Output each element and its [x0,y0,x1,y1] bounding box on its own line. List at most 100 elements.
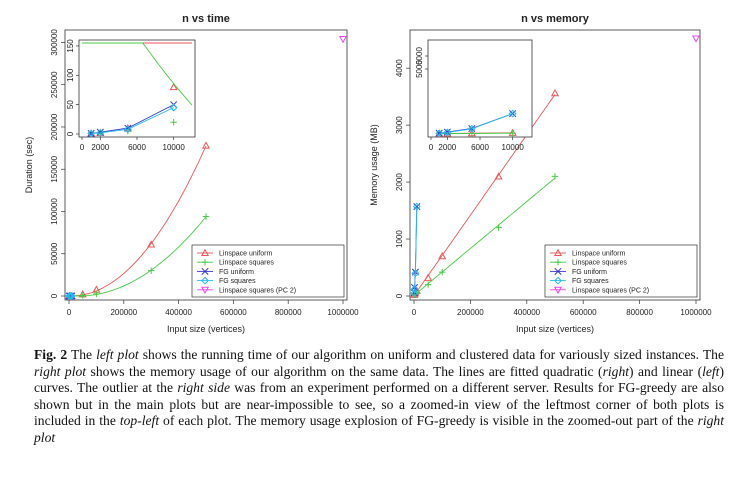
data-point [410,285,419,294]
data-point [413,203,421,211]
inset-y-tick-label: 0 [66,131,75,136]
caption-segment: was from an experiment performed on a di… [34,380,725,428]
caption-segment: shows the memory usage of our algorithm … [86,363,603,379]
data-point [147,240,156,248]
legend-box [544,244,698,298]
inset-data-point [508,109,517,118]
legend-marker [201,276,209,285]
legend-label: FG uniform [572,269,607,276]
legend-label: Linspace squares (PC 2) [219,287,296,294]
legend-box [191,244,345,298]
inset-y-tick-label: 5000 [415,60,424,78]
inset-data-point [169,82,178,91]
data-point [550,89,560,97]
inset-data-point [467,124,476,133]
y-tick-label: 150000 [50,155,59,182]
legend-label: FG squares [219,278,256,285]
inset-x-tick-label: 0 [429,143,434,152]
inset-frame [427,39,533,138]
y-axis-label: Duration (sec) [24,137,34,194]
y-tick-label: 0 [395,293,404,298]
data-point [66,292,75,300]
data-point [424,273,433,281]
legend-label: Linspace uniform [572,251,625,258]
inset-data-point [435,129,444,138]
inset-data-point [87,129,95,137]
legend-label: Linspace squares [572,260,627,267]
inset-data-point [96,128,105,137]
caption-segment: right side [177,380,230,395]
legend-marker [200,286,210,295]
x-tick-label: 0 [67,308,72,317]
inset-y-tick-label: 150 [66,39,75,53]
x-tick-label: 800000 [626,308,653,317]
data-point [691,35,701,43]
y-axis-label: Memory usage (MB) [369,124,379,206]
data-point [551,173,559,180]
series-line [69,145,207,297]
data-point [338,36,348,44]
plot-frame [64,29,348,301]
data-point [67,292,76,300]
inset-data-point [435,129,443,137]
caption-segment: left plot [96,347,139,362]
chart-title: n vs time [182,13,230,25]
inset-data-point [87,129,96,138]
legend-label: Linspace squares [219,260,274,267]
x-tick-label: 200000 [110,308,137,317]
caption-text: The left plot shows the running time of … [34,347,724,445]
inset-series-line [439,113,513,134]
x-axis-label: Input size (vertices) [516,324,594,334]
caption-segment: The [70,347,97,362]
x-tick-label: 600000 [220,308,247,317]
data-point [438,251,447,260]
data-point [412,202,421,211]
legend-label: Linspace uniform [219,251,272,258]
series-line [69,216,207,297]
plot-frame [409,29,701,301]
legend-label: FG uniform [219,269,254,276]
data-point [424,281,432,288]
x-axis-label: Input size (vertices) [167,324,245,334]
y-tick-label: 250000 [50,71,59,98]
caption-segment: top-left [119,413,160,428]
inset-series-line [91,107,174,134]
caption-segment: shows the running time of our algorithm … [138,347,724,362]
y-tick-label: 300000 [50,29,59,56]
y-tick-label: 200000 [50,113,59,140]
data-point [93,290,100,298]
inset-x-tick-label: 2000 [91,143,109,152]
data-point [79,292,86,299]
caption-segment: ) curves. The outlier at the [34,363,724,396]
data-point [495,224,502,231]
inset-x-tick-label: 10000 [163,143,186,152]
legend-marker [553,248,563,257]
inset-frame [78,39,196,138]
data-point [201,141,211,149]
y-tick-label: 4000 [395,59,404,77]
legend-marker [553,286,563,295]
x-tick-label: 400000 [165,308,192,317]
y-tick-label: 50000 [50,242,59,265]
y-tick-label: 1000 [395,230,404,248]
inset-data-point [509,130,516,137]
inset-data-point [169,103,178,112]
x-tick-label: 600000 [570,308,597,317]
y-tick-label: 0 [50,293,59,298]
y-tick-label: 3000 [395,116,404,134]
inset-x-tick-label: 2000 [438,143,456,152]
series-line [413,206,418,294]
inset-plot: 0 2000 6000 10000 0 50 100 150 [66,39,196,152]
legend-label: Linspace squares (PC 2) [572,287,649,294]
x-tick-label: 200000 [457,308,484,317]
x-tick-label: 1000000 [680,308,712,317]
inset-y-tick-label: 6000 [415,47,424,65]
x-tick-label: 1000000 [327,308,359,317]
legend-marker [554,259,562,266]
data-point [411,269,420,278]
inset-x-tick-label: 6000 [471,143,489,152]
legend-marker [201,267,209,275]
